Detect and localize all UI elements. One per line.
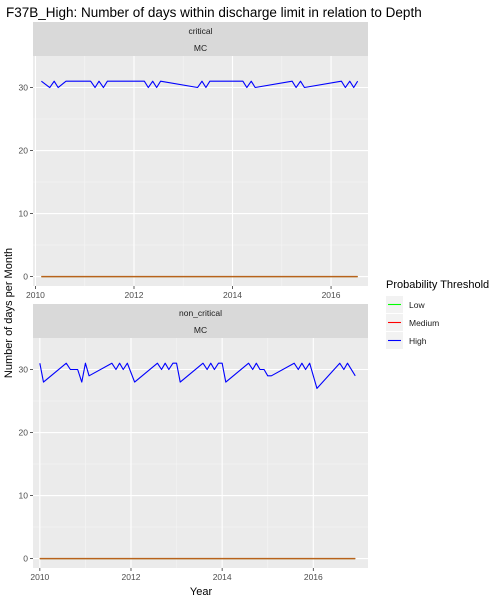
strip-top-bg xyxy=(33,22,368,39)
strip-top-label: critical xyxy=(188,26,212,36)
tick-label-y: 20 xyxy=(19,428,29,438)
tick-label-x: 2016 xyxy=(322,290,341,300)
tick-label-y: 0 xyxy=(23,272,28,282)
strip-bottom-label: MC xyxy=(194,43,207,53)
panel-1: non_critical MC 0 10 20 30 2010 2012 2014 2016 xyxy=(19,304,368,582)
legend-item-medium: Medium xyxy=(386,314,439,331)
series-line-high xyxy=(39,362,356,389)
tick-label-y: 10 xyxy=(19,209,29,219)
legend: Probability Threshold Low Medium High xyxy=(386,279,489,349)
tick-label-y: 30 xyxy=(19,365,29,375)
strip-top-bg xyxy=(33,304,368,321)
tick-label-x: 2014 xyxy=(213,572,232,582)
tick-label-x: 2012 xyxy=(122,572,141,582)
tick-label-x: 2016 xyxy=(304,572,323,582)
x-axis-label: Year xyxy=(190,586,213,598)
tick-label-x: 2010 xyxy=(30,572,49,582)
strip-top-label: non_critical xyxy=(179,308,222,318)
legend-title: Probability Threshold xyxy=(386,279,489,291)
tick-label-y: 0 xyxy=(23,554,28,564)
legend-item-high: High xyxy=(386,332,427,349)
tick-label-y: 20 xyxy=(19,146,29,156)
legend-label: High xyxy=(409,336,427,346)
panel-background xyxy=(33,56,368,286)
strip-bottom-label: MC xyxy=(194,325,207,335)
legend-item-low: Low xyxy=(386,296,425,313)
tick-label-y: 10 xyxy=(19,491,29,501)
legend-items: Low Medium High xyxy=(386,296,439,349)
strip-bottom-bg xyxy=(33,39,368,56)
legend-label: Medium xyxy=(409,318,439,328)
chart-title: F37B_High: Number of days within dischar… xyxy=(6,5,422,20)
legend-label: Low xyxy=(409,300,425,310)
y-axis-label: Number of days per Month xyxy=(3,248,15,378)
series-line-high xyxy=(41,80,359,89)
tick-label-x: 2010 xyxy=(26,290,45,300)
strip-bottom-bg xyxy=(33,321,368,338)
tick-label-y: 30 xyxy=(19,83,29,93)
tick-label-x: 2012 xyxy=(125,290,144,300)
panel-0: critical MC 0 10 20 30 2010 2012 2014 2016 xyxy=(19,22,368,300)
tick-label-x: 2014 xyxy=(223,290,242,300)
panel-background xyxy=(33,338,368,568)
